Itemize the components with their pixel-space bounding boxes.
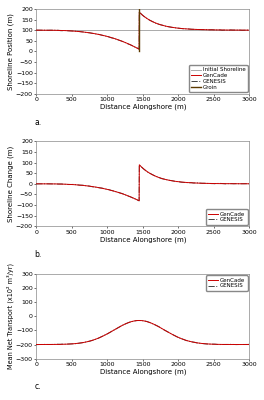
Text: c.: c. [34, 382, 41, 392]
X-axis label: Distance Alongshore (m): Distance Alongshore (m) [100, 368, 186, 375]
Legend: GenCade, GENESIS: GenCade, GENESIS [206, 209, 248, 225]
X-axis label: Distance Alongshore (m): Distance Alongshore (m) [100, 104, 186, 110]
Text: b.: b. [34, 250, 41, 259]
Legend: GenCade, GENESIS: GenCade, GENESIS [206, 276, 248, 291]
X-axis label: Distance Alongshore (m): Distance Alongshore (m) [100, 236, 186, 243]
Y-axis label: Shoreline Position (m): Shoreline Position (m) [8, 13, 15, 90]
Y-axis label: Mean Net Transport (x10² m³/yr): Mean Net Transport (x10² m³/yr) [7, 263, 15, 369]
Y-axis label: Shoreline Change (m): Shoreline Change (m) [8, 146, 15, 222]
Legend: Initial Shoreline, GenCade, GENESIS, Groin: Initial Shoreline, GenCade, GENESIS, Gro… [189, 65, 248, 92]
Text: a.: a. [34, 118, 41, 127]
